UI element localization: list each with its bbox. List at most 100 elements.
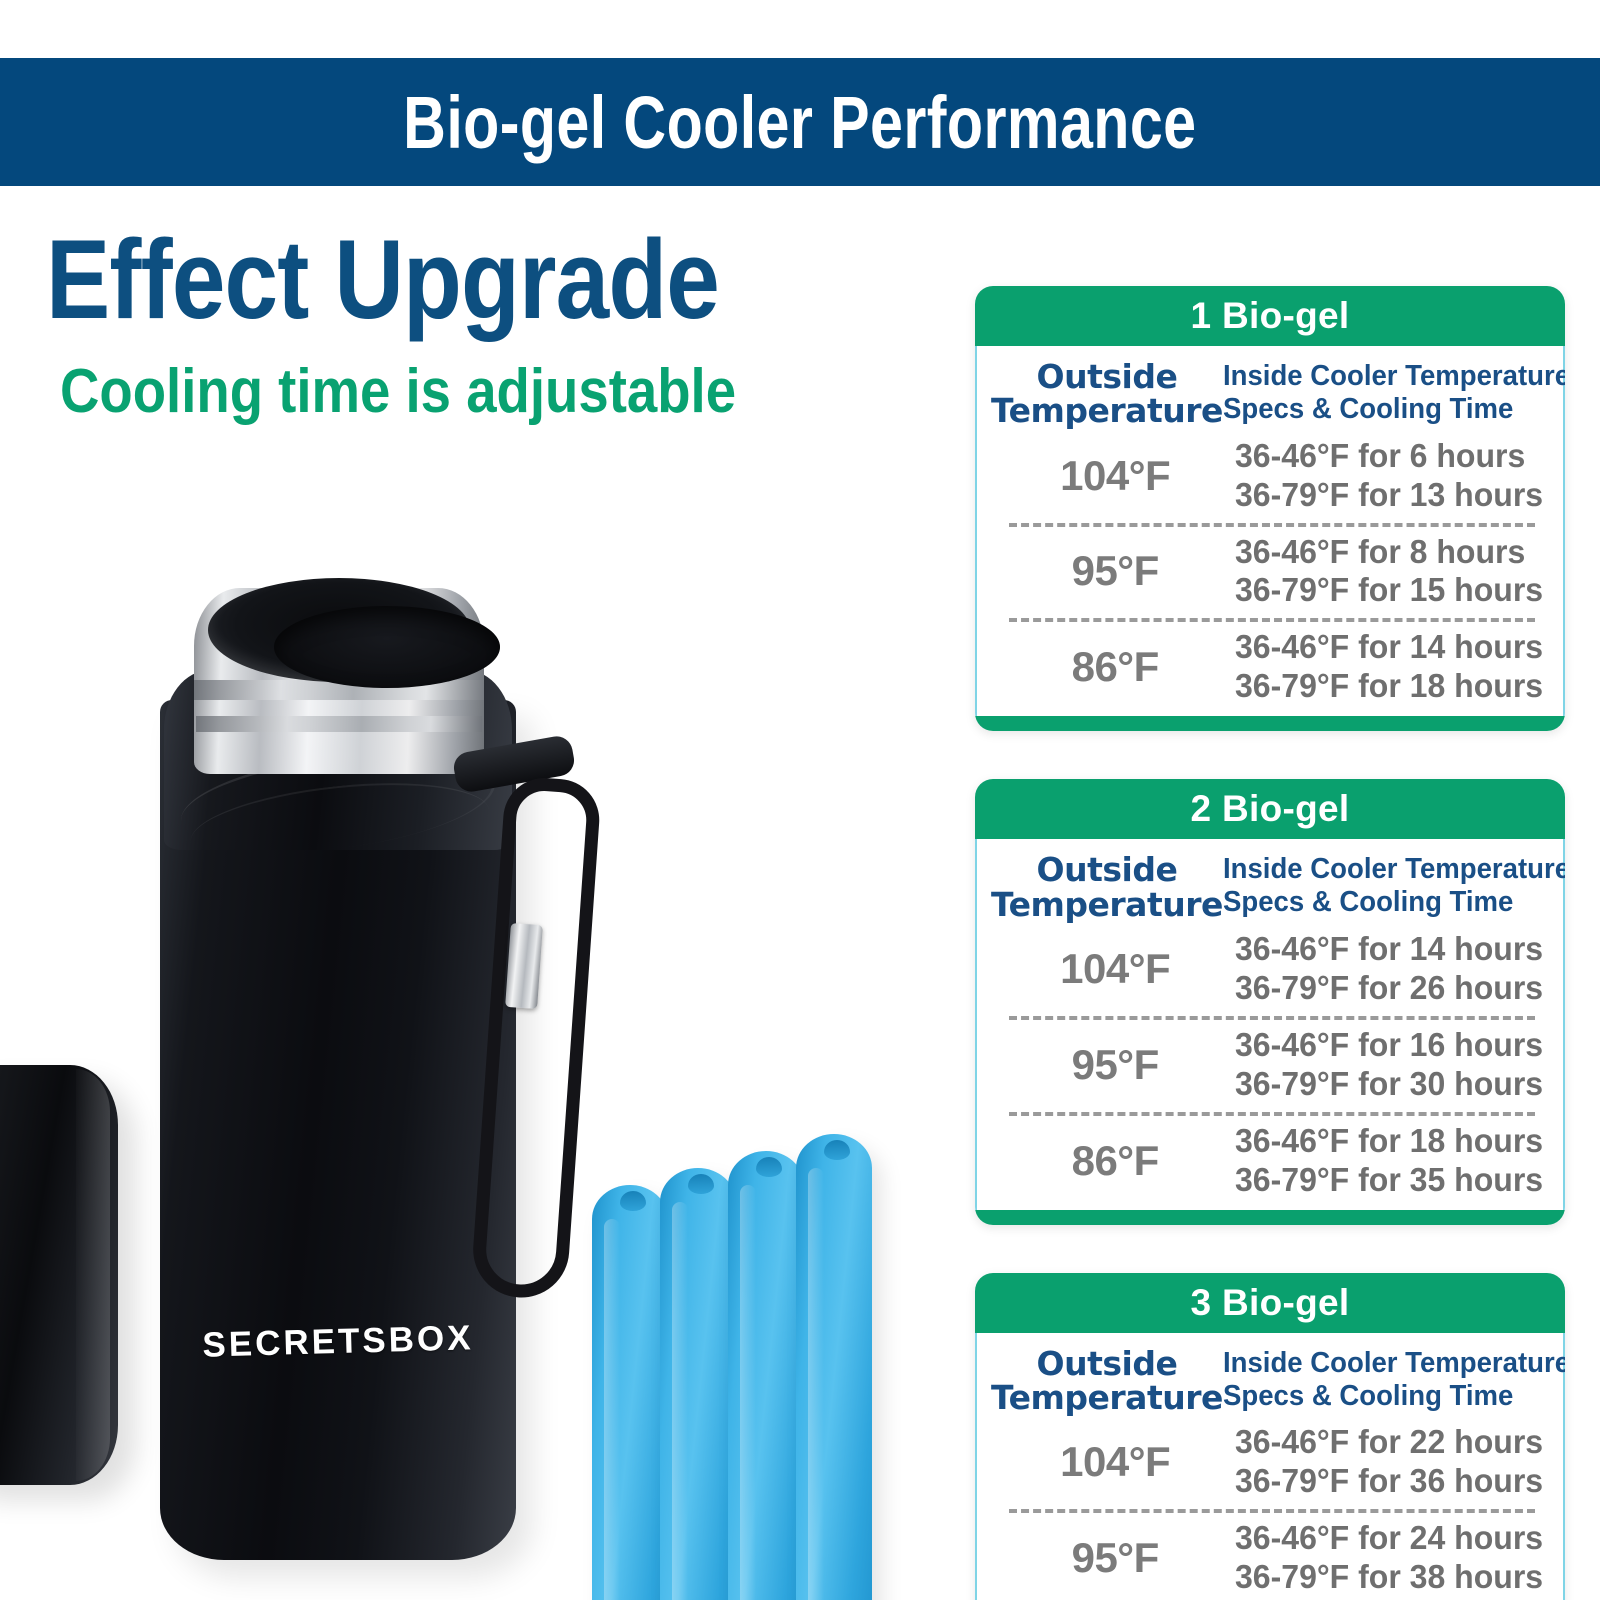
outside-temp-value: 104°F (1060, 1438, 1171, 1486)
carry-strap (451, 733, 608, 1318)
spec-card-1-biogel: 1 Bio-gel Outside Temperature Inside Coo… (975, 286, 1565, 732)
card-body: Outside Temperature Inside Cooler Temper… (975, 346, 1565, 717)
cooling-spec: 36-46°F for 8 hours 36-79°F for 15 hours (1235, 533, 1543, 611)
col-right-line2: Specs & Cooling Time (1222, 886, 1514, 919)
card-footer (975, 716, 1565, 732)
spec-line-2: 36-79°F for 36 hours (1235, 1462, 1544, 1500)
table-row: 95°F 36-46°F for 8 hours 36-79°F for 15 … (987, 531, 1553, 615)
spec-line-2: 36-79°F for 35 hours (1235, 1160, 1544, 1198)
banner-title: Bio-gel Cooler Performance (403, 80, 1197, 164)
col-left-line1: Outside (1036, 850, 1178, 890)
spec-line-2: 36-79°F for 38 hours (1235, 1557, 1544, 1595)
product-photo: SECRETSBOX (0, 520, 950, 1600)
col-left-line2: Temperature (991, 391, 1223, 431)
gel-notch (824, 1140, 850, 1160)
card-rows: 104°F 36-46°F for 14 hours 36-79°F for 2… (977, 928, 1563, 1204)
spec-line-1: 36-46°F for 6 hours (1235, 436, 1526, 474)
insulated-bottle: SECRETSBOX (160, 560, 603, 1560)
spec-line-2: 36-79°F for 13 hours (1235, 475, 1544, 513)
column-header-inside-cooler: Inside Cooler Temperature Specs & Coolin… (1223, 853, 1565, 922)
col-right-line2: Specs & Cooling Time (1222, 1379, 1514, 1412)
card-header: 1 Bio-gel (975, 286, 1565, 346)
header-banner: Bio-gel Cooler Performance (0, 58, 1600, 186)
spec-cards: 1 Bio-gel Outside Temperature Inside Coo… (975, 286, 1565, 1600)
cooling-spec: 36-46°F for 24 hours 36-79°F for 38 hour… (1235, 1519, 1543, 1597)
col-left-line2: Temperature (991, 884, 1223, 924)
spec-line-2: 36-79°F for 18 hours (1235, 667, 1544, 705)
page-title: Effect Upgrade (46, 217, 720, 342)
table-row: 95°F 36-46°F for 16 hours 36-79°F for 30… (987, 1024, 1553, 1108)
card-title: 1 Bio-gel (1190, 295, 1350, 336)
headline-block: Effect Upgrade Cooling time is adjustabl… (46, 217, 946, 427)
row-divider (1009, 1111, 1535, 1116)
bio-gel-stick (660, 1168, 736, 1600)
bio-gel-stick (796, 1134, 872, 1600)
card-body: Outside Temperature Inside Cooler Temper… (975, 1332, 1565, 1600)
card-title: 3 Bio-gel (1190, 1281, 1350, 1323)
row-divider (1009, 522, 1535, 527)
col-left-line1: Outside (1036, 1343, 1178, 1383)
bio-gel-stick (728, 1151, 804, 1600)
col-right-line1: Inside Cooler Temperature (1222, 360, 1565, 392)
col-left-line2: Temperature (991, 1377, 1223, 1417)
lid-rim (76, 1069, 110, 1481)
cooling-spec: 36-46°F for 14 hours 36-79°F for 26 hour… (1235, 930, 1543, 1008)
gel-highlight (808, 1168, 824, 1600)
column-header-outside-temperature: Outside Temperature (991, 850, 1223, 924)
card-rows: 104°F 36-46°F for 6 hours 36-79°F for 13… (977, 435, 1563, 711)
strap-metal-clip (505, 922, 543, 1010)
spec-line-2: 36-79°F for 15 hours (1235, 571, 1544, 609)
outside-temp-value: 95°F (1071, 1533, 1160, 1581)
spec-card-2-biogel: 2 Bio-gel Outside Temperature Inside Coo… (975, 779, 1565, 1225)
col-right-line2: Specs & Cooling Time (1222, 393, 1514, 426)
gel-notch (756, 1157, 782, 1177)
card-footer (975, 1209, 1565, 1225)
strap-loop (469, 775, 603, 1301)
gel-highlight (740, 1185, 756, 1600)
card-title: 2 Bio-gel (1190, 788, 1350, 830)
spec-line-1: 36-46°F for 24 hours (1235, 1519, 1544, 1556)
outside-temp-value: 86°F (1071, 643, 1160, 691)
spec-line-1: 36-46°F for 14 hours (1235, 929, 1544, 967)
column-header-outside-temperature: Outside Temperature (991, 357, 1223, 431)
spec-line-1: 36-46°F for 16 hours (1235, 1025, 1544, 1063)
row-divider (1009, 1509, 1535, 1513)
table-row: 86°F 36-46°F for 18 hours 36-79°F for 35… (987, 1120, 1553, 1204)
table-row: 95°F 36-46°F for 24 hours 36-79°F for 38… (987, 1517, 1553, 1600)
outside-temp-value: 104°F (1060, 944, 1171, 992)
outside-temp-value: 95°F (1071, 1040, 1160, 1088)
outside-temp-value: 104°F (1060, 451, 1171, 499)
card-header: 3 Bio-gel (975, 1272, 1565, 1333)
spec-line-1: 36-46°F for 18 hours (1235, 1121, 1544, 1159)
gel-highlight (672, 1202, 688, 1600)
spec-card-3-biogel: 3 Bio-gel Outside Temperature Inside Coo… (975, 1272, 1565, 1600)
cooling-spec: 36-46°F for 18 hours 36-79°F for 35 hour… (1235, 1122, 1543, 1200)
col-right-line1: Inside Cooler Temperature (1222, 853, 1565, 886)
bio-gel-sticks (592, 615, 892, 1600)
col-left-line1: Outside (1036, 357, 1178, 396)
column-headers: Outside Temperature Inside Cooler Temper… (977, 850, 1565, 928)
cooling-spec: 36-46°F for 6 hours 36-79°F for 13 hours (1235, 437, 1543, 515)
spec-line-1: 36-46°F for 14 hours (1235, 628, 1544, 666)
column-headers: Outside Temperature Inside Cooler Temper… (977, 357, 1565, 435)
table-row: 104°F 36-46°F for 22 hours 36-79°F for 3… (987, 1421, 1553, 1505)
page-subtitle: Cooling time is adjustable (60, 357, 737, 427)
gel-notch (620, 1191, 646, 1211)
spec-line-2: 36-79°F for 30 hours (1235, 1064, 1544, 1102)
gel-highlight (604, 1219, 620, 1600)
neck-thread-ring-2 (196, 716, 482, 732)
cooling-spec: 36-46°F for 16 hours 36-79°F for 30 hour… (1235, 1026, 1543, 1104)
spec-line-1: 36-46°F for 22 hours (1235, 1423, 1544, 1461)
card-body: Outside Temperature Inside Cooler Temper… (975, 839, 1565, 1210)
column-header-outside-temperature: Outside Temperature (991, 1343, 1223, 1417)
card-rows: 104°F 36-46°F for 22 hours 36-79°F for 3… (977, 1421, 1563, 1600)
row-divider (1009, 1015, 1535, 1020)
cooling-spec: 36-46°F for 22 hours 36-79°F for 36 hour… (1235, 1423, 1543, 1501)
cooling-spec: 36-46°F for 14 hours 36-79°F for 18 hour… (1235, 628, 1543, 706)
column-header-inside-cooler: Inside Cooler Temperature Specs & Coolin… (1223, 360, 1565, 429)
column-header-inside-cooler: Inside Cooler Temperature Specs & Coolin… (1223, 1347, 1565, 1416)
table-row: 104°F 36-46°F for 14 hours 36-79°F for 2… (987, 928, 1553, 1012)
col-right-line1: Inside Cooler Temperature (1222, 1346, 1565, 1379)
outside-temp-value: 86°F (1071, 1136, 1160, 1184)
bottle-mouth-inner (274, 606, 500, 688)
